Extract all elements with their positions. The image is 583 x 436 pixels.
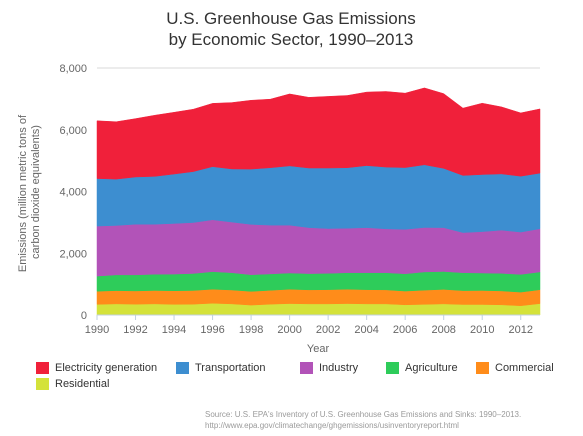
x-tick-label: 1992 [123, 324, 147, 336]
legend-swatch-icon [36, 362, 49, 374]
chart-subtitle: by Economic Sector, 1990–2013 [169, 30, 414, 49]
source-note: Source: U.S. EPA's Inventory of U.S. Gre… [205, 409, 521, 431]
legend-swatch-icon [300, 362, 313, 374]
source-url[interactable]: http://www.epa.gov/climatechange/ghgemis… [205, 421, 459, 430]
x-tick-label: 2004 [354, 324, 378, 336]
legend-swatch-icon [176, 362, 189, 374]
area-series [96, 87, 541, 316]
legend-item-agriculture[interactable]: Agriculture [386, 362, 458, 374]
legend-label: Electricity generation [55, 362, 158, 374]
legend-label: Transportation [195, 362, 266, 374]
x-tick-label: 1990 [85, 324, 109, 336]
x-tick-label: 2006 [393, 324, 417, 336]
legend-item-transportation[interactable]: Transportation [176, 362, 266, 374]
emissions-chart: U.S. Greenhouse Gas Emissions by Economi… [17, 9, 541, 355]
legend-item-residential[interactable]: Residential [36, 378, 109, 390]
y-tick-label: 6,000 [59, 125, 87, 137]
legend-item-electricity[interactable]: Electricity generation [36, 362, 157, 374]
x-tick-label: 2002 [316, 324, 340, 336]
y-axis-ticks: 0 2,000 4,000 6,000 8,000 [59, 63, 87, 322]
y-tick-label: 2,000 [59, 248, 87, 260]
source-citation: Source: U.S. EPA's Inventory of U.S. Gre… [205, 410, 522, 419]
y-tick-label: 4,000 [59, 187, 87, 199]
x-tick-label: 1994 [162, 324, 186, 336]
y-axis-label-line-2: carbon dioxide equivalents) [30, 125, 42, 259]
chart-title: U.S. Greenhouse Gas Emissions [166, 9, 415, 28]
legend-label: Agriculture [405, 362, 458, 374]
x-tick-label: 2010 [470, 324, 494, 336]
x-tick-label: 2012 [508, 324, 532, 336]
x-axis-label: Year [307, 343, 330, 355]
legend-swatch-icon [476, 362, 489, 374]
legend-swatch-icon [386, 362, 399, 374]
area-residential[interactable] [96, 303, 541, 316]
area-electricity-generation[interactable] [96, 87, 541, 180]
x-axis-ticks: 1990 1992 1994 1996 1998 2000 2002 2004 2006 2008… [85, 314, 540, 336]
x-tick-label: 2008 [431, 324, 455, 336]
legend-item-commercial[interactable]: Commercial [476, 362, 554, 374]
legend-label: Commercial [495, 362, 554, 374]
x-tick-label: 1998 [239, 324, 263, 336]
legend-label: Residential [55, 378, 110, 390]
y-tick-label: 0 [81, 310, 87, 322]
area-agriculture[interactable] [96, 271, 541, 293]
legend-item-industry[interactable]: Industry [300, 362, 358, 374]
y-axis-label: Emissions (million metric tons of carbon… [17, 112, 42, 272]
x-tick-label: 1996 [200, 324, 224, 336]
y-axis-label-line-1: Emissions (million metric tons of [17, 114, 29, 272]
area-commercial[interactable] [96, 288, 541, 306]
legend-label: Industry [319, 362, 359, 374]
x-tick-label: 2000 [277, 324, 301, 336]
legend-swatch-icon [36, 378, 49, 390]
y-tick-label: 8,000 [59, 63, 87, 75]
